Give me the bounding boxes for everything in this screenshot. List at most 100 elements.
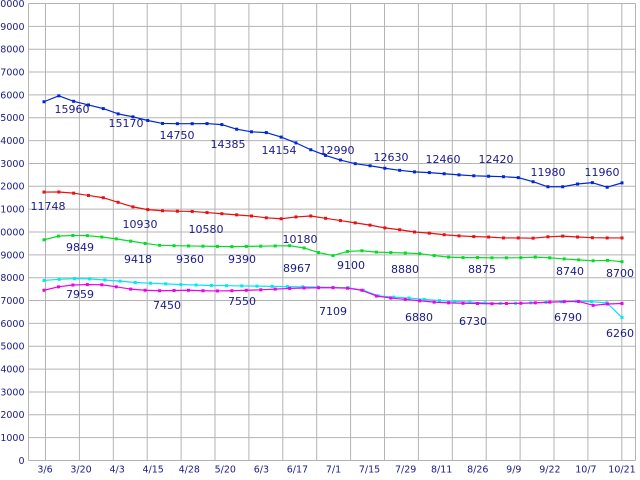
series-red-marker — [501, 236, 505, 240]
data-point-label: 7959 — [66, 288, 94, 301]
series-cyan-marker — [42, 278, 46, 282]
series-cyan-marker — [407, 296, 411, 300]
series-red-marker — [175, 209, 179, 213]
x-axis-tick-label: 9/9 — [506, 465, 521, 476]
series-red-marker — [264, 216, 268, 220]
series-green-marker — [71, 233, 75, 237]
series-cyan-marker — [392, 295, 396, 299]
data-point-label: 12630 — [374, 151, 409, 164]
series-green-marker — [259, 244, 263, 248]
x-axis-tick-label: 5/20 — [215, 465, 236, 476]
series-red-marker — [576, 235, 580, 239]
series-blue-marker — [561, 185, 565, 189]
y-axis-tick-label: 15000 — [0, 113, 25, 124]
series-green-marker — [345, 249, 349, 253]
series-blue-marker — [487, 174, 491, 178]
series-blue-marker — [383, 166, 387, 170]
series-green-marker — [317, 251, 321, 255]
y-axis-tick-label: 10000 — [0, 227, 25, 238]
series-cyan-marker — [225, 284, 229, 288]
data-point-label: 15960 — [55, 103, 90, 116]
series-blue-marker — [131, 115, 135, 119]
series-blue-marker — [279, 135, 283, 139]
series-red-marker — [161, 209, 165, 213]
data-point-label: 10180 — [283, 233, 318, 246]
series-green-marker — [461, 256, 465, 260]
data-point-label: 6880 — [405, 311, 433, 324]
series-red-marker — [131, 205, 135, 209]
y-axis-tick-label: 8000 — [0, 273, 24, 284]
x-axis-tick-label: 8/26 — [467, 465, 488, 476]
series-blue-marker — [57, 94, 61, 98]
series-green-marker — [591, 259, 595, 263]
series-red-marker — [101, 196, 105, 200]
series-red-marker — [413, 230, 417, 234]
series-green-marker — [577, 258, 581, 262]
series-green-marker — [230, 245, 234, 249]
series-green-marker — [302, 246, 306, 250]
series-blue-marker — [590, 181, 594, 185]
series-red-marker — [146, 208, 150, 212]
data-point-label: 6790 — [554, 311, 582, 324]
data-point-label: 12420 — [479, 153, 514, 166]
series-blue-marker — [546, 185, 550, 189]
data-point-label: 6260 — [606, 327, 634, 340]
y-axis-tick-label: 5000 — [0, 342, 24, 353]
series-green-marker — [288, 244, 292, 248]
series-blue-marker — [368, 164, 372, 168]
series-cyan-marker — [88, 277, 92, 281]
series-magenta-marker — [389, 296, 393, 300]
series-magenta-marker — [519, 301, 523, 305]
series-green-marker — [389, 251, 393, 255]
series-magenta-marker — [374, 294, 378, 298]
series-magenta-marker — [230, 289, 234, 293]
y-axis-tick-label: 14000 — [0, 136, 25, 147]
data-point-label: 8740 — [556, 265, 584, 278]
series-red-marker — [205, 211, 209, 215]
series-magenta-marker — [56, 285, 60, 289]
data-point-label: 11960 — [585, 166, 620, 179]
series-magenta-marker — [360, 288, 364, 292]
series-green-marker — [201, 244, 205, 248]
series-cyan-marker — [164, 282, 168, 286]
series-cyan-marker — [422, 297, 426, 301]
y-axis-tick-label: 16000 — [0, 90, 25, 101]
series-blue-marker — [472, 174, 476, 178]
data-point-label: 9418 — [124, 253, 152, 266]
series-green-marker — [172, 244, 176, 248]
series-blue-marker — [501, 175, 505, 179]
data-point-label: 12460 — [426, 153, 461, 166]
series-cyan-marker — [118, 279, 122, 283]
series-green-marker — [562, 257, 566, 261]
series-green-marker — [56, 234, 60, 238]
x-axis-tick-label: 3/20 — [70, 465, 91, 476]
series-magenta-marker — [461, 301, 465, 305]
series-green-marker — [447, 255, 451, 259]
data-point-label: 14385 — [211, 138, 246, 151]
x-axis-tick-label: 6/3 — [254, 465, 269, 476]
data-point-label: 11980 — [531, 166, 566, 179]
series-magenta-marker — [158, 289, 162, 293]
series-red-marker — [235, 213, 239, 217]
series-magenta-marker — [504, 302, 508, 306]
series-green-marker — [548, 256, 552, 260]
series-magenta-marker — [577, 299, 581, 303]
series-magenta-marker — [591, 303, 595, 307]
series-cyan-marker — [483, 301, 487, 305]
series-blue — [42, 94, 624, 189]
series-magenta-marker — [490, 302, 494, 306]
series-red-marker — [472, 235, 476, 239]
series-magenta-marker — [302, 286, 306, 290]
y-axis-tick-label: 19000 — [0, 22, 25, 33]
series-red-marker — [546, 235, 550, 239]
x-axis-tick-label: 4/28 — [179, 465, 200, 476]
series-blue-marker — [353, 162, 357, 166]
series-green-marker — [244, 244, 248, 248]
series-blue-marker — [175, 122, 179, 126]
series-cyan-marker — [103, 278, 107, 282]
series-red-line — [43, 191, 622, 239]
series-blue-marker — [516, 176, 520, 180]
data-point-label: 9390 — [228, 253, 256, 266]
series-green-marker — [187, 244, 190, 248]
